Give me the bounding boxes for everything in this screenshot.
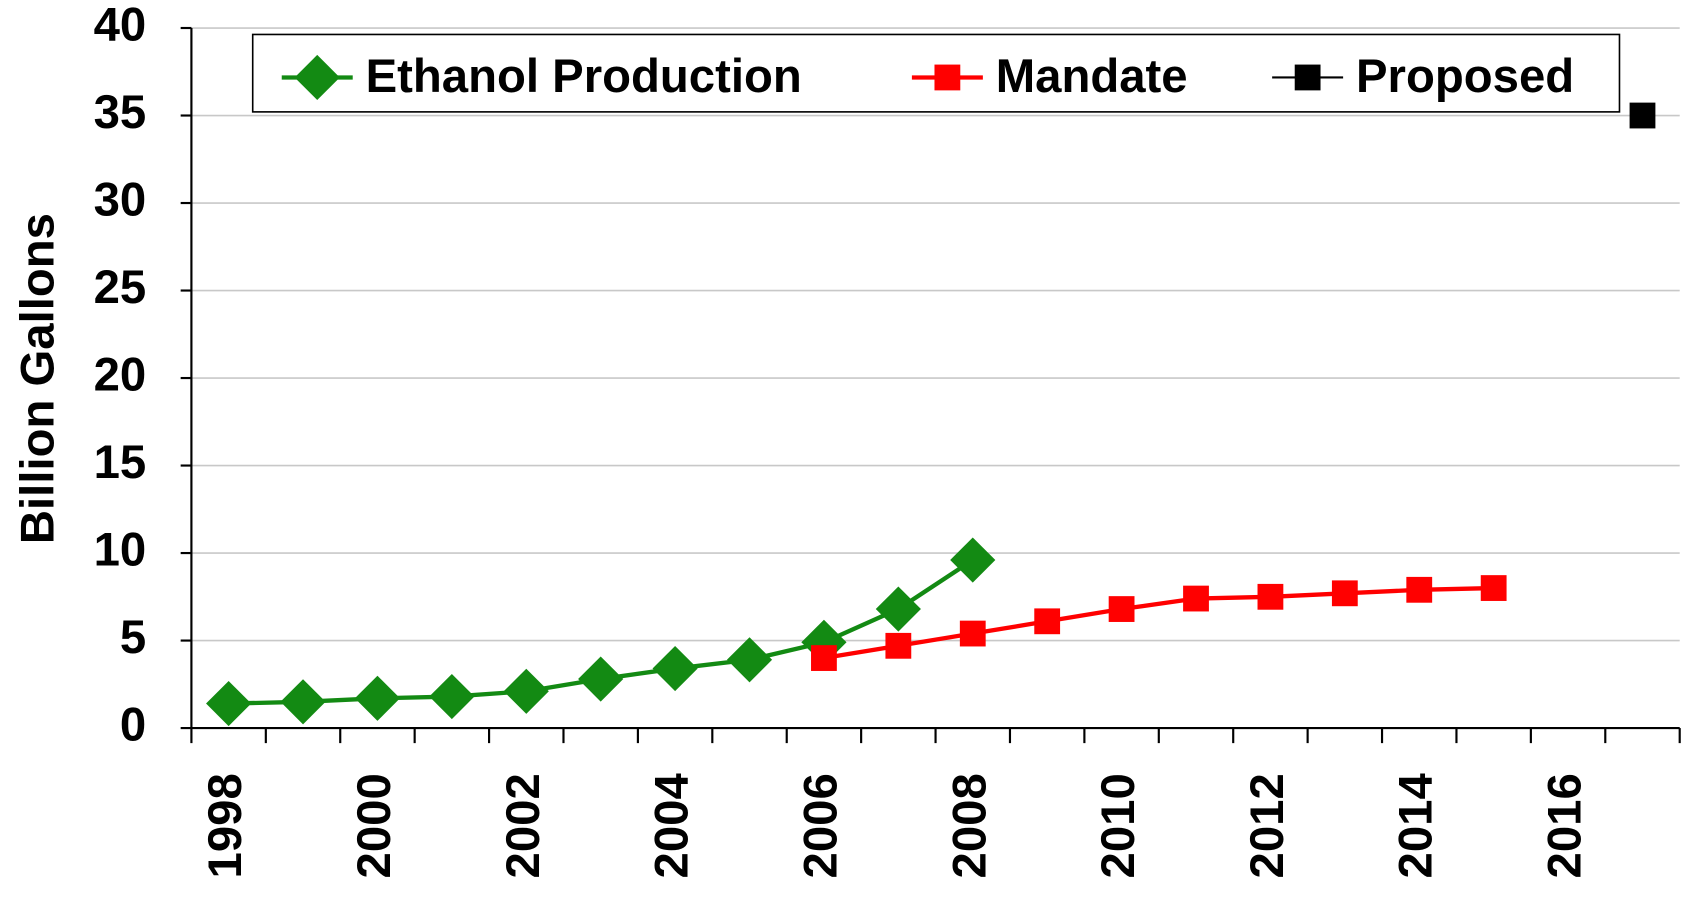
marker — [280, 679, 326, 725]
marker — [959, 620, 986, 647]
marker — [1331, 580, 1358, 607]
y-tick-label: 35 — [94, 86, 147, 139]
marker — [1629, 102, 1656, 129]
y-tick-label: 5 — [120, 611, 146, 664]
legend-label: Mandate — [996, 50, 1188, 103]
marker — [1480, 575, 1507, 601]
marker — [503, 668, 549, 714]
marker — [950, 537, 996, 583]
marker — [726, 637, 773, 683]
marker — [206, 680, 252, 727]
series-line — [823, 585, 1494, 661]
marker — [934, 64, 961, 91]
x-tick-label: 2008 — [943, 773, 996, 878]
x-tick-label: 2016 — [1539, 773, 1592, 878]
marker — [578, 656, 624, 702]
marker — [885, 632, 912, 659]
y-tick-label: 0 — [120, 699, 146, 752]
marker — [1406, 576, 1433, 603]
marker — [1183, 585, 1209, 612]
legend-label: Proposed — [1356, 50, 1574, 103]
marker — [1034, 608, 1061, 635]
x-tick-label: 2010 — [1092, 773, 1145, 878]
x-tick-label: 2006 — [794, 773, 847, 878]
x-tick-label: 1998 — [199, 773, 252, 878]
x-tick-label: 2002 — [497, 773, 550, 878]
marker — [811, 645, 837, 671]
marker — [875, 586, 921, 632]
y-axis-label: Billion Gallons — [11, 213, 64, 544]
x-tick-label: 2000 — [348, 773, 401, 878]
y-tick-label: 10 — [94, 524, 147, 577]
marker — [429, 673, 475, 720]
marker — [354, 675, 401, 721]
marker — [1294, 64, 1321, 91]
y-tick-label: 15 — [94, 436, 147, 489]
marker — [652, 645, 698, 692]
x-tick-label: 2012 — [1241, 773, 1294, 878]
marker — [1108, 596, 1135, 622]
marker — [1257, 583, 1284, 610]
x-tick-label: 2014 — [1390, 773, 1443, 879]
y-tick-label: 30 — [94, 174, 147, 227]
legend-label: Ethanol Production — [366, 50, 802, 103]
marker — [294, 54, 340, 101]
y-tick-label: 20 — [94, 349, 147, 402]
y-tick-label: 40 — [94, 0, 147, 52]
x-tick-label: 2004 — [646, 773, 699, 879]
y-tick-label: 25 — [94, 261, 147, 314]
